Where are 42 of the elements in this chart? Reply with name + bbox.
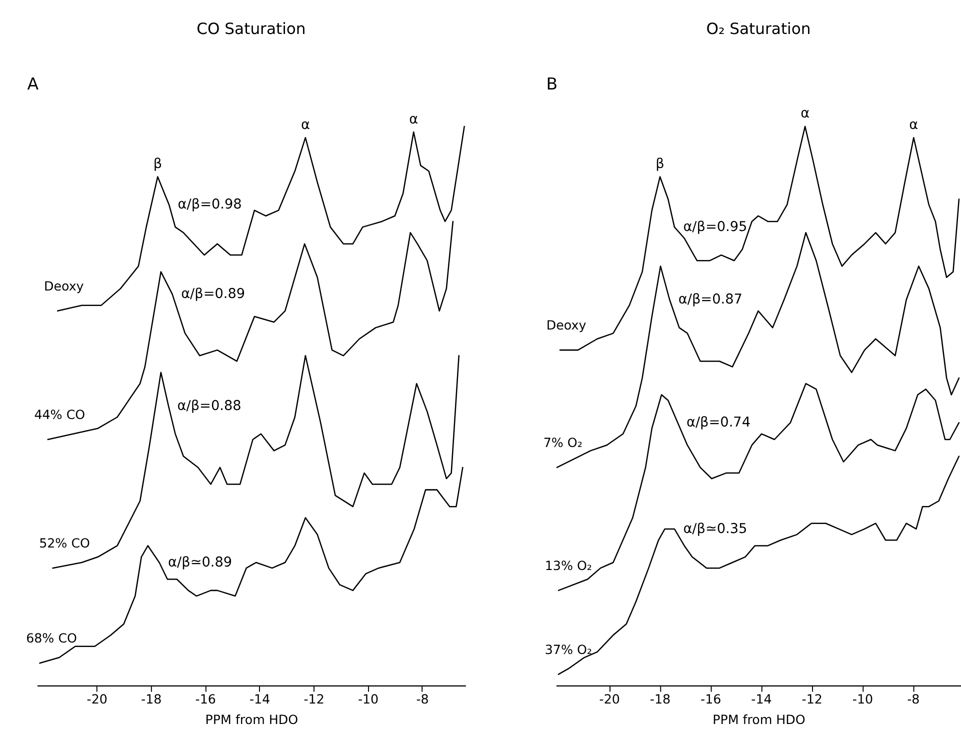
series-label: 7% O₂: [543, 435, 582, 450]
text: B: [546, 74, 558, 94]
x-tick-label: -12: [802, 691, 822, 706]
chart-title: O₂ Saturation: [706, 20, 811, 38]
x-tick-label: -14: [249, 691, 270, 706]
x-tick-label: -12: [304, 691, 324, 706]
series-label: 68% CO: [26, 630, 78, 646]
annotation: α/β=0.95: [683, 218, 748, 235]
chart-title: CO Saturation: [196, 20, 306, 38]
annotation: α/β≃0.35: [683, 520, 748, 537]
text: A: [27, 74, 40, 94]
series-label: 52% CO: [39, 536, 90, 551]
x-tick-label: -16: [195, 691, 216, 706]
annotation: β: [153, 156, 162, 172]
annotation: α/β≃0.89: [168, 554, 232, 570]
annotation: α/β=0.98: [178, 196, 242, 213]
annotation: α/β=0.87: [678, 292, 742, 308]
x-axis-title: PPM from HDO: [205, 712, 298, 727]
x-tick-label: -8: [907, 691, 920, 706]
x-tick-label: -8: [416, 691, 429, 706]
x-tick-label: -20: [599, 691, 620, 706]
annotation: α: [800, 106, 810, 122]
x-tick-label: -18: [650, 691, 671, 706]
x-tick-label: -18: [141, 691, 162, 706]
series-label: Deoxy: [44, 278, 84, 294]
series-label: 37% O₂: [544, 642, 592, 657]
x-axis-title: PPM from HDO: [712, 712, 806, 727]
x-tick-label: -20: [86, 691, 108, 706]
annotation: α: [909, 116, 918, 133]
annotation: α/β=0.74: [686, 414, 751, 431]
series-label: Deoxy: [546, 318, 587, 333]
annotation: α: [300, 116, 310, 133]
series-label: 13% O₂: [544, 558, 592, 573]
x-tick-label: -10: [852, 691, 874, 706]
x-tick-label: -10: [358, 691, 379, 706]
series-label: 44% CO: [34, 407, 86, 422]
annotation: α/β=0.89: [181, 286, 246, 302]
annotation: α: [409, 111, 418, 128]
annotation: α/β=0.88: [177, 398, 242, 414]
annotation: β: [656, 156, 664, 172]
x-tick-label: -16: [700, 691, 722, 706]
x-tick-label: -14: [751, 691, 772, 706]
